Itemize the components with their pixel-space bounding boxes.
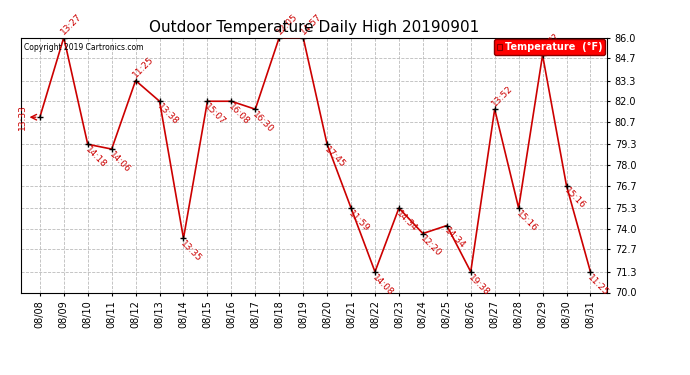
- Text: 14:34: 14:34: [395, 209, 419, 233]
- Text: 12:05: 12:05: [275, 12, 299, 37]
- Text: 19:38: 19:38: [466, 273, 491, 297]
- Text: 16:08: 16:08: [227, 102, 252, 127]
- Text: 11:59: 11:59: [346, 209, 371, 234]
- Text: 13:52: 13:52: [490, 84, 515, 108]
- Text: 14:18: 14:18: [83, 145, 108, 170]
- Text: 13:33: 13:33: [18, 104, 27, 130]
- Title: Outdoor Temperature Daily High 20190901: Outdoor Temperature Daily High 20190901: [149, 20, 479, 35]
- Legend: Temperature  (°F): Temperature (°F): [494, 39, 605, 56]
- Text: 14:34: 14:34: [442, 226, 467, 251]
- Text: 15:16: 15:16: [562, 186, 586, 211]
- Text: Copyright 2019 Cartronics.com: Copyright 2019 Cartronics.com: [23, 43, 143, 52]
- Text: 13:27: 13:27: [59, 12, 84, 37]
- Text: 11:25: 11:25: [586, 273, 611, 297]
- Text: 15:07: 15:07: [203, 102, 228, 127]
- Text: 14:08: 14:08: [371, 273, 395, 297]
- Text: 12:20: 12:20: [418, 234, 443, 259]
- Text: 13:35: 13:35: [179, 239, 204, 264]
- Text: 16:??: 16:??: [538, 31, 562, 54]
- Text: 16:30: 16:30: [251, 110, 275, 135]
- Text: 14:06: 14:06: [107, 150, 132, 174]
- Text: 17:45: 17:45: [323, 145, 347, 170]
- Text: 11:25: 11:25: [131, 55, 156, 80]
- Text: 13:38: 13:38: [155, 102, 180, 127]
- Text: 14:57: 14:57: [299, 12, 324, 37]
- Text: 15:16: 15:16: [514, 209, 539, 234]
